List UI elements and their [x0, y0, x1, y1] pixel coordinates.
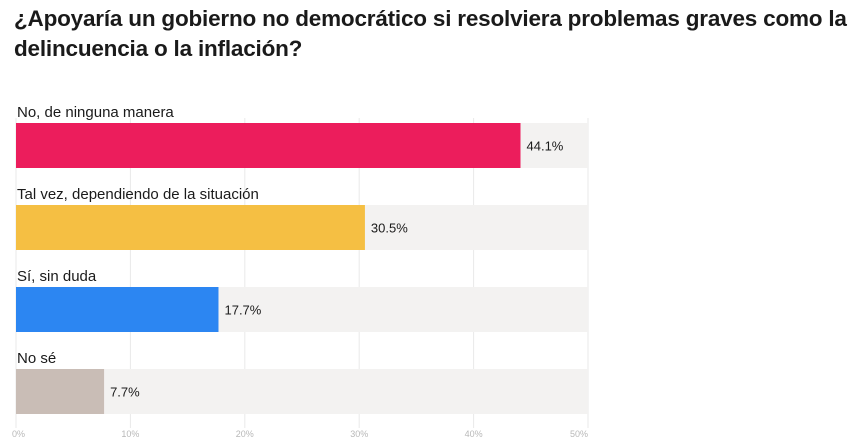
x-axis-ticks: 0% 10% 20% 30% 40% 50%	[12, 429, 588, 439]
data-label: 44.1%	[527, 139, 564, 154]
x-tick-label: 50%	[570, 429, 588, 439]
bar	[16, 287, 219, 332]
x-tick-label: 30%	[350, 429, 368, 439]
x-tick-label: 20%	[236, 429, 254, 439]
category-label: No, de ninguna manera	[17, 104, 174, 121]
x-tick-label: 10%	[121, 429, 139, 439]
category-label: Tal vez, dependiendo de la situación	[17, 186, 259, 203]
bar	[16, 123, 521, 168]
bar-rows: No, de ninguna manera 44.1% Tal vez, depen…	[16, 104, 588, 414]
bar-track	[16, 369, 588, 414]
category-label: Sí, sin duda	[17, 268, 97, 285]
chart-title: ¿Apoyaría un gobierno no democrático si …	[14, 6, 847, 61]
x-tick-label: 40%	[465, 429, 483, 439]
category-label: No sé	[17, 350, 56, 367]
data-label: 30.5%	[371, 221, 408, 236]
bar	[16, 205, 365, 250]
x-tick-label: 0%	[12, 429, 25, 439]
data-label: 7.7%	[110, 385, 140, 400]
data-label: 17.7%	[224, 303, 261, 318]
bar	[16, 369, 105, 414]
